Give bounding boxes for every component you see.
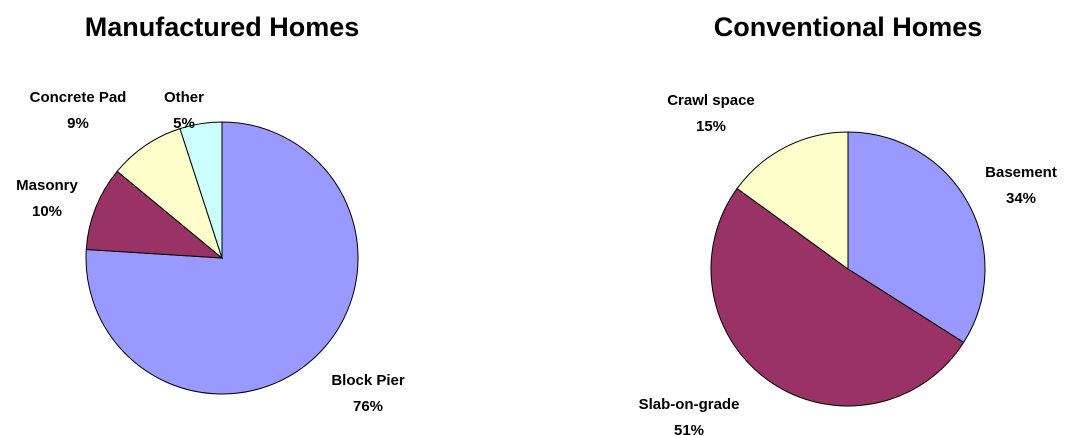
slice-label: Other — [164, 89, 204, 106]
slice-label: Slab-on-grade — [639, 396, 740, 413]
pie-slice — [710, 187, 965, 407]
slice-value-label: 51% — [674, 422, 704, 436]
chart-title: Conventional Homes — [714, 12, 983, 42]
pie-slice — [85, 170, 224, 259]
slice-label: Concrete Pad — [30, 89, 127, 106]
slice-label: Crawl space — [667, 92, 755, 109]
slice-label: Masonry — [16, 177, 78, 194]
slice-value-label: 76% — [353, 398, 383, 415]
slice-label: Basement — [985, 164, 1057, 181]
slice-value-label: 10% — [32, 203, 62, 220]
slice-value-label: 9% — [67, 115, 89, 132]
pie-slice — [847, 131, 986, 344]
slice-value-label: 5% — [173, 115, 195, 132]
pie-slice — [736, 131, 849, 270]
slice-label: Block Pier — [331, 372, 405, 389]
pie-slice — [179, 121, 223, 259]
chart-title: Manufactured Homes — [85, 12, 360, 42]
slice-value-label: 15% — [696, 118, 726, 135]
slice-value-label: 34% — [1006, 190, 1036, 207]
